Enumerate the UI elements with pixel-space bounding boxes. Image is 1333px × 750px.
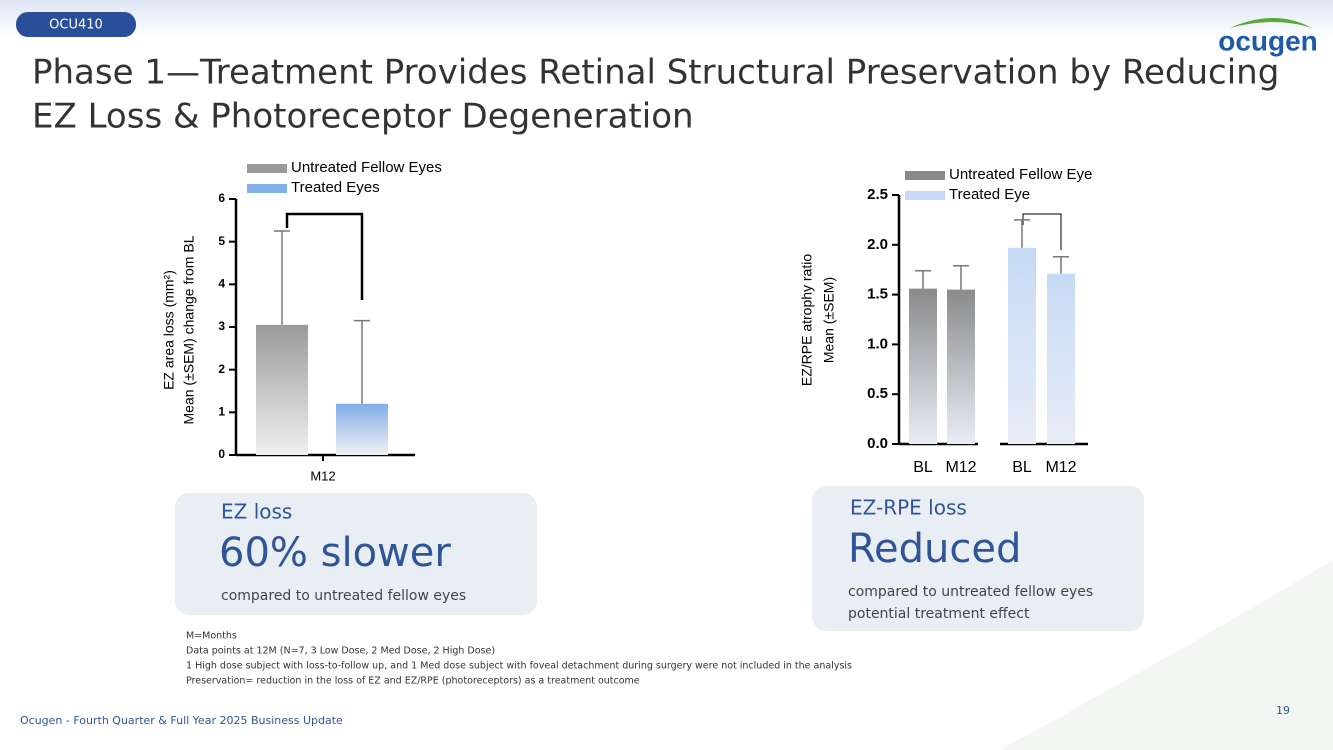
y-tick-label: 4 xyxy=(218,277,225,291)
footnote: M=Months xyxy=(186,631,237,642)
y-axis-label: Mean (±SEM) change from BL xyxy=(181,235,197,424)
callout-headline: Reduced xyxy=(848,526,1021,572)
y-axis-label: Mean (±SEM) xyxy=(821,277,837,363)
legend-swatch xyxy=(247,184,287,193)
tag-pill xyxy=(16,12,136,37)
x-tick-label: BL xyxy=(1012,459,1032,476)
y-tick-label: 2 xyxy=(218,362,225,376)
footnote: Preservation= reduction in the loss of E… xyxy=(186,676,640,687)
error-bar xyxy=(953,264,969,290)
y-tick-label: 1 xyxy=(218,405,225,419)
y-tick-label: 0.0 xyxy=(867,435,888,452)
legend-label: Untreated Fellow Eye xyxy=(949,166,1092,183)
callout-heading: EZ loss xyxy=(221,500,292,524)
y-tick-label: 1.0 xyxy=(867,335,888,352)
y-tick-label: 6 xyxy=(218,191,225,205)
legend-swatch xyxy=(905,191,945,200)
bar xyxy=(1008,247,1036,444)
top-band xyxy=(0,0,1333,40)
x-tick-label: M12 xyxy=(1045,459,1076,476)
callout-box xyxy=(175,493,537,615)
footnote: Data points at 12M (N=7, 3 Low Dose, 2 M… xyxy=(186,646,495,657)
y-tick-label: 3 xyxy=(218,319,225,333)
y-tick-label: 5 xyxy=(218,234,225,248)
bar xyxy=(256,324,308,455)
tag: OCU410 xyxy=(49,18,103,33)
callout-note: compared to untreated fellow eyes xyxy=(848,584,1093,600)
footnote: 1 High dose subject with loss-to-follow … xyxy=(186,661,852,672)
y-axis-label: EZ/RPE atrophy ratio xyxy=(799,254,815,386)
legend-label: Treated Eye xyxy=(949,186,1030,203)
footer: Ocugen - Fourth Quarter & Full Year 2025… xyxy=(20,714,343,727)
error-bar xyxy=(915,269,931,289)
legend-label: Treated Eyes xyxy=(291,179,380,196)
callout-heading: EZ-RPE loss xyxy=(850,496,967,520)
error-bar xyxy=(274,230,290,325)
decor xyxy=(1000,560,1333,750)
page-number: 19 xyxy=(1276,704,1290,717)
significance-bracket xyxy=(285,212,364,300)
title-line: Phase 1—Treatment Provides Retinal Struc… xyxy=(32,53,1279,93)
error-bar xyxy=(1053,256,1069,274)
bar xyxy=(1047,273,1075,444)
logo-swoosh xyxy=(1230,18,1312,28)
x-tick-label: M12 xyxy=(310,468,335,483)
callout-note: potential treatment effect xyxy=(848,606,1030,622)
x-tick-label: M12 xyxy=(945,459,976,476)
bar xyxy=(336,403,388,455)
bar xyxy=(947,289,975,444)
y-axis-label: EZ area loss (mm²) xyxy=(161,270,177,390)
error-bar xyxy=(1014,219,1030,248)
logo: ocugen xyxy=(1218,25,1318,56)
error-bar xyxy=(354,319,370,404)
y-tick-label: 2.5 xyxy=(867,186,888,203)
title-line: EZ Loss & Photoreceptor Degeneration xyxy=(32,97,694,137)
callout-box xyxy=(812,486,1144,631)
callout-note: compared to untreated fellow eyes xyxy=(221,588,466,604)
y-tick-label: 2.0 xyxy=(867,236,888,253)
legend-swatch xyxy=(905,171,945,180)
y-tick-label: 1.5 xyxy=(867,286,888,303)
y-tick-label: 0 xyxy=(218,447,225,461)
bar xyxy=(909,288,937,444)
legend-label: Untreated Fellow Eyes xyxy=(291,159,442,176)
legend-swatch xyxy=(247,164,287,173)
callout-headline: 60% slower xyxy=(219,530,451,576)
x-tick-label: BL xyxy=(913,459,933,476)
y-tick-label: 0.5 xyxy=(867,385,888,402)
